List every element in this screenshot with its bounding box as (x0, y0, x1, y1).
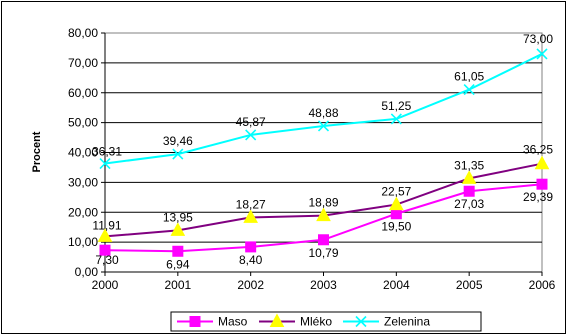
data-point-x (99, 157, 111, 170)
data-label: 13,95 (163, 210, 193, 224)
data-point-x (390, 113, 402, 125)
data-label: 6,94 (166, 257, 190, 271)
legend-marker (355, 315, 367, 328)
x-tick-label: 2000 (92, 278, 119, 292)
data-label: 39,46 (163, 134, 193, 148)
data-point-square (245, 241, 257, 253)
data-label: 51,25 (381, 99, 411, 113)
y-tick-label: 10,00 (68, 235, 98, 249)
data-point-square (99, 244, 111, 256)
data-label: 18,89 (308, 196, 338, 210)
data-label: 10,79 (308, 246, 338, 260)
data-point-triangle (534, 155, 550, 170)
data-point-x (245, 129, 257, 141)
data-point-square (390, 208, 402, 220)
y-tick-label: 0,00 (75, 265, 99, 279)
data-point-triangle (461, 170, 477, 184)
legend-box (170, 311, 482, 332)
data-point-square (536, 178, 548, 190)
x-tick-label: 2005 (456, 278, 483, 292)
data-point-x (536, 48, 548, 60)
x-tick-label: 2003 (310, 278, 337, 292)
data-point-x (317, 120, 330, 132)
legend-item-zelenina: Zelenina (343, 315, 430, 329)
y-tick-label: 80,00 (68, 26, 98, 40)
y-tick-label: 70,00 (68, 56, 98, 70)
data-label: 36,31 (92, 145, 122, 159)
data-label: 29,39 (523, 190, 553, 204)
data-label: 27,03 (454, 197, 484, 211)
data-label: 36,25 (523, 143, 553, 157)
legend-item-maso: Maso (177, 315, 248, 329)
legend-marker (189, 316, 201, 327)
x-tick-label: 2004 (383, 278, 410, 292)
x-tick-label: 2002 (237, 278, 264, 292)
x-axis-ticks: 2000 2001 2002 2003 2004 2005 2006 (92, 271, 556, 292)
data-label: 61,05 (454, 70, 484, 84)
y-tick-label: 50,00 (68, 116, 98, 130)
legend-label: Zelenina (384, 315, 430, 329)
y-tick-label: 40,00 (68, 146, 98, 160)
data-point-x (172, 148, 184, 160)
y-tick-label: 30,00 (68, 175, 98, 189)
x-tick-label: 2001 (164, 278, 191, 292)
series-layer (97, 48, 550, 257)
data-point-square (172, 245, 184, 257)
y-tick-label: 60,00 (68, 86, 98, 100)
data-point-triangle (243, 209, 259, 223)
y-axis-label: Procent (31, 131, 43, 172)
data-label: 19,50 (381, 220, 411, 234)
data-point-triangle (97, 228, 113, 242)
legend-label: Maso (218, 315, 248, 329)
data-label: 45,87 (236, 115, 266, 129)
data-label: 31,35 (454, 158, 484, 172)
data-point-x (463, 84, 475, 96)
data-label: 7,30 (95, 253, 119, 267)
legend-marker (269, 313, 285, 327)
legend-item-mléko: Mléko (259, 313, 332, 329)
data-point-triangle (316, 207, 331, 222)
legend-label: Mléko (300, 315, 332, 329)
data-label: 11,91 (92, 218, 121, 232)
y-tick-label: 20,00 (68, 205, 98, 219)
legend: Maso Mléko Zelenina (170, 311, 482, 332)
data-point-square (318, 234, 329, 246)
data-label: 8,40 (239, 253, 263, 267)
data-point-square (463, 185, 475, 197)
data-label: 22,57 (381, 185, 411, 199)
data-label: 73,00 (523, 32, 553, 46)
x-tick-label: 2006 (529, 278, 556, 292)
data-labels: 7,30 6,94 8,40 10,79 19,50 27,03 29,39 11,91 13,… (92, 32, 553, 271)
y-axis-ticks: 0,00 10,00 20,00 30,00 40,00 50,00 60,00 70,00 8… (68, 26, 106, 279)
data-point-triangle (388, 196, 404, 211)
data-label: 18,27 (236, 197, 266, 211)
data-point-triangle (170, 222, 186, 236)
data-label: 48,88 (308, 106, 338, 120)
